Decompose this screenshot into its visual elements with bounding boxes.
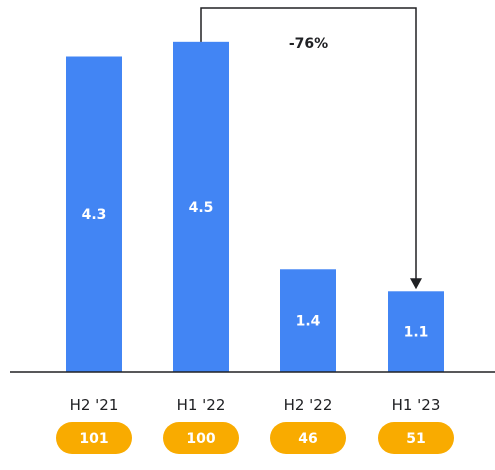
badge-pill (163, 422, 239, 454)
bar-value-label: 1.4 (296, 314, 321, 330)
x-tick-labels: H2 '21 H1 '22 H2 '22 H1 '23 (70, 396, 441, 414)
change-annotation: -76% (200, 7, 422, 290)
change-annotation-label: -76% (289, 36, 328, 52)
change-arrow-head (410, 278, 422, 290)
badge-value-label: 51 (406, 431, 425, 447)
x-tick-label: H2 '22 (284, 396, 333, 414)
badge-value-label: 101 (79, 431, 108, 447)
bars-group: 4.3 4.5 1.4 1.1 (66, 41, 444, 373)
bar (66, 56, 122, 372)
change-arrow-line (200, 7, 417, 280)
badge-pill (56, 422, 132, 454)
badge-value-label: 100 (186, 431, 215, 447)
bar (388, 291, 444, 372)
bar-value-label: 4.5 (189, 200, 214, 216)
badge-pill (378, 422, 454, 454)
badge-pill (270, 422, 346, 454)
x-tick-label: H1 '22 (177, 396, 226, 414)
bar-value-label: 4.3 (82, 207, 107, 223)
bar-value-label: 1.1 (404, 325, 429, 341)
x-tick-label: H1 '23 (392, 396, 441, 414)
badge-value-label: 46 (298, 431, 317, 447)
bar (280, 269, 336, 372)
x-tick-label: H2 '21 (70, 396, 119, 414)
badge-row: 101 100 46 51 (56, 422, 454, 454)
bar (173, 41, 229, 373)
